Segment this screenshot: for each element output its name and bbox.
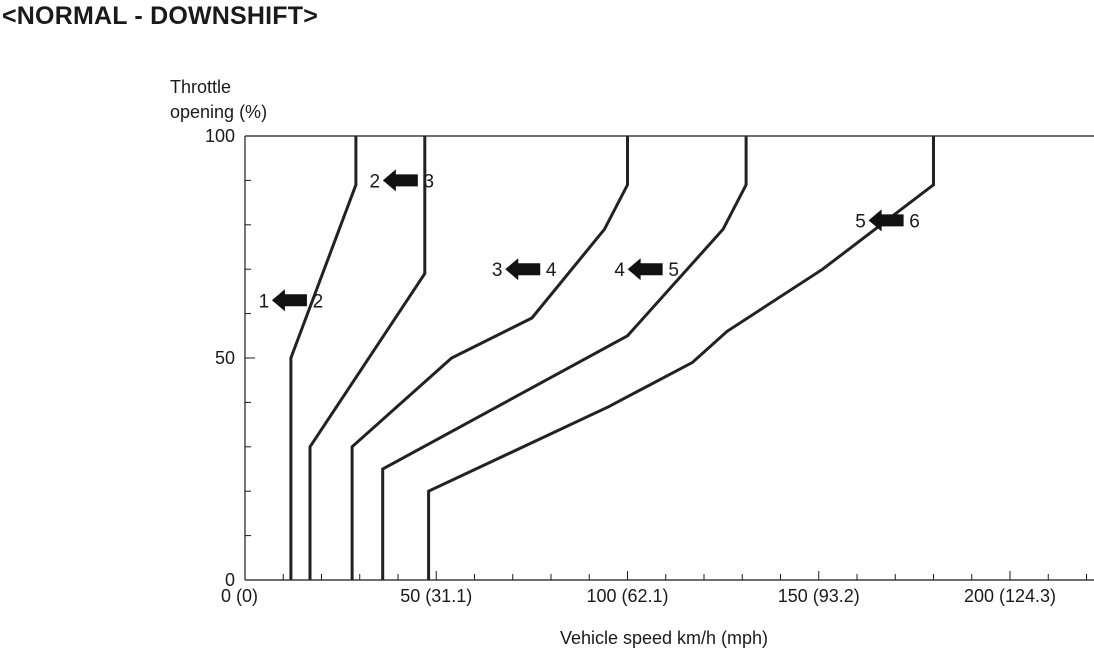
x-tick-label: 0 (0) [221, 586, 258, 606]
shift-label-to: 3 [424, 171, 435, 192]
left-arrow-icon [505, 258, 541, 281]
shift-label-from: 5 [855, 211, 866, 232]
shift-label-to: 6 [909, 211, 920, 232]
y-tick-label: 0 [225, 570, 235, 590]
y-axis-title-line-1: Throttle [170, 77, 231, 97]
left-arrow-icon [868, 209, 904, 232]
x-tick-label: 150 (93.2) [778, 586, 860, 606]
y-tick-label: 50 [215, 348, 235, 368]
shift-label-from: 3 [492, 260, 503, 281]
x-tick-label: 200 (124.3) [964, 586, 1056, 606]
x-tick-label: 50 (31.1) [400, 586, 472, 606]
shift-curves [289, 136, 935, 580]
shift-labels: 1 22 33 4 4 55 6 [259, 169, 920, 312]
shift-curve-2-3 [308, 136, 427, 580]
y-tick-label: 100 [205, 126, 235, 146]
y-axis-title-line-2: opening (%) [170, 102, 267, 122]
shift-label-from: 1 [259, 291, 270, 312]
tick-labels: 0 50 100 0 (0) 50 (31.1) 100 (62.1) 150 (93.2)… [205, 126, 1056, 606]
left-arrow-icon [271, 289, 307, 312]
shift-label-to: 2 [313, 291, 324, 312]
y-axis-title: Throttle opening (%) [170, 77, 267, 122]
shift-label-to: 5 [668, 260, 679, 281]
shift-label-from: 4 [614, 260, 625, 281]
left-arrow-icon [382, 169, 418, 192]
page-title: <NORMAL - DOWNSHIFT> [2, 2, 319, 30]
shift-curve-5-6 [427, 136, 935, 580]
shift-curve-4-5 [381, 136, 748, 580]
shift-curve-3-4 [350, 136, 629, 580]
shift-label-to: 4 [546, 260, 557, 281]
x-tick-label: 100 (62.1) [586, 586, 668, 606]
left-arrow-icon [627, 258, 663, 281]
x-axis-title: Vehicle speed km/h (mph) [560, 628, 768, 648]
shift-curve-1-2 [289, 136, 358, 580]
axis-ticks [245, 135, 1087, 581]
shift-label-from: 2 [370, 171, 381, 192]
